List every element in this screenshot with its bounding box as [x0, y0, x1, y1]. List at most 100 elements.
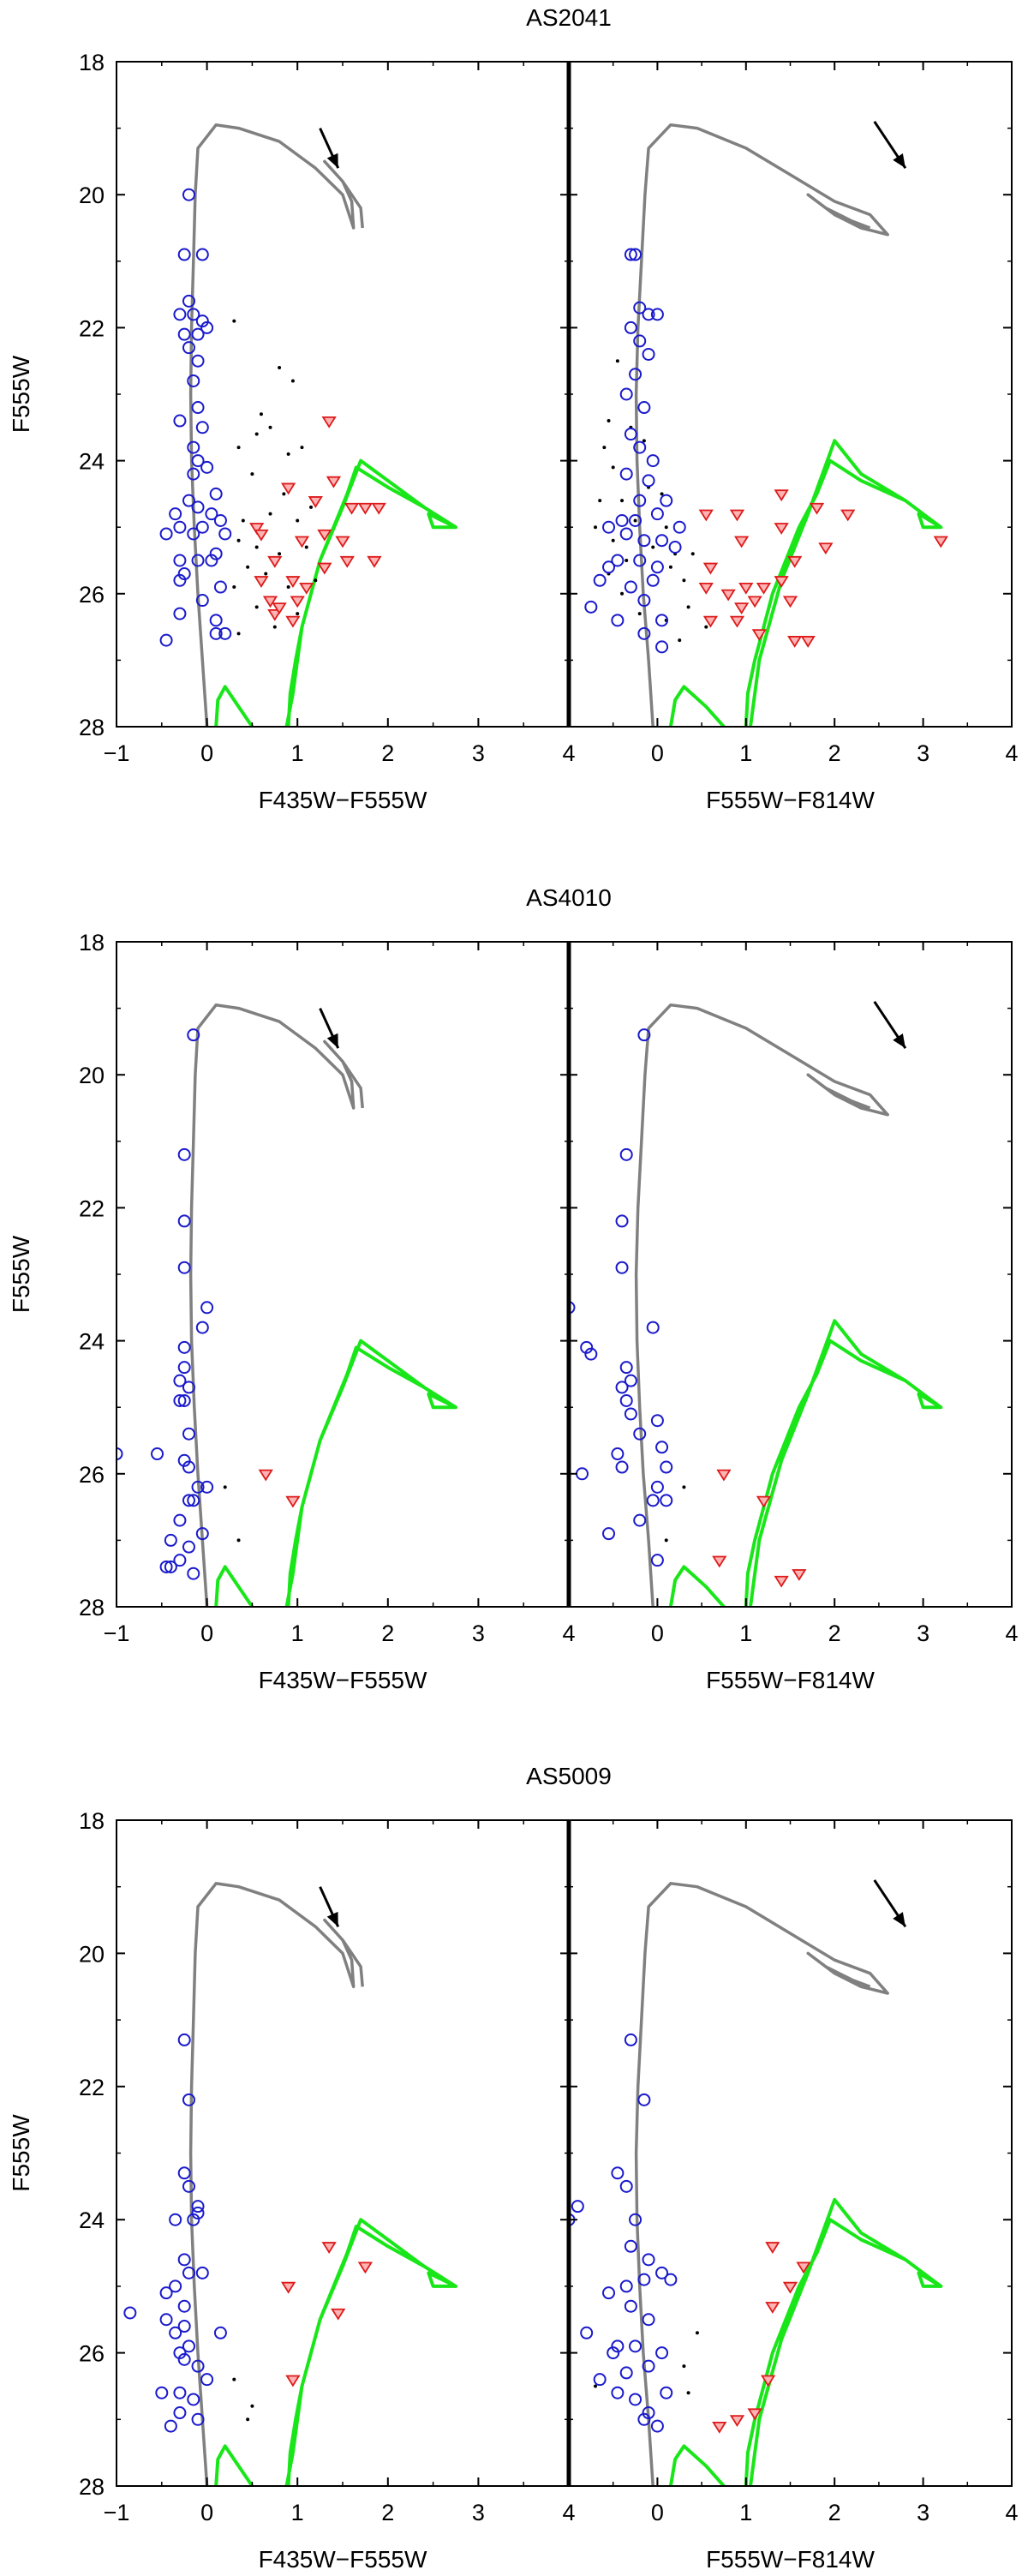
star-blue-circle — [117, 1447, 123, 1461]
star-blue-circle — [191, 554, 205, 567]
star-red-triangle — [756, 582, 772, 595]
star-blue-circle — [191, 2200, 205, 2214]
x-tick-label: 2 — [381, 2500, 394, 2525]
star-dot — [232, 319, 236, 323]
star-dot — [664, 1538, 668, 1543]
star-blue-circle — [191, 354, 205, 368]
star-blue-circle — [177, 2352, 191, 2366]
star-red-triangle — [787, 636, 803, 648]
star-blue-circle — [619, 1147, 633, 1161]
star-dot — [290, 379, 295, 383]
star-blue-circle — [169, 2213, 182, 2226]
figure-title: AS5009 — [526, 1763, 612, 1789]
plot-area — [159, 123, 457, 727]
plot-area — [117, 1003, 457, 1607]
star-blue-circle — [177, 1453, 191, 1467]
star-blue-circle — [629, 248, 642, 261]
star-blue-circle — [187, 440, 200, 454]
star-dot — [278, 365, 282, 369]
star-red-triangle — [294, 536, 310, 548]
star-blue-circle — [191, 1480, 205, 1494]
reddening-arrow-head — [326, 153, 338, 169]
y-tick-label: 18 — [79, 1808, 105, 1834]
star-blue-circle — [177, 567, 191, 581]
x-tick-label: 3 — [472, 1620, 485, 1646]
star-blue-circle — [177, 2320, 191, 2333]
star-red-triangle — [782, 2281, 798, 2294]
star-blue-circle — [191, 2359, 205, 2373]
star-dot — [598, 499, 602, 503]
star-blue-circle — [173, 2346, 187, 2360]
star-dot — [296, 612, 300, 616]
x-tick-label: 1 — [291, 2500, 304, 2525]
star-blue-circle — [642, 308, 655, 321]
star-dot — [637, 612, 642, 616]
star-dot — [286, 452, 290, 456]
star-blue-circle — [218, 626, 232, 640]
star-blue-circle — [593, 573, 607, 587]
panel-left: −1 0 1 2 3 4 F435W−F555W — [104, 941, 576, 1693]
star-blue-circle — [619, 1361, 633, 1375]
star-red-triangle — [357, 2261, 374, 2274]
isochrone-young-low-line — [214, 2444, 254, 2486]
star-dot — [278, 552, 282, 556]
star-blue-circle — [177, 248, 191, 261]
isochrone-young-low-line — [668, 1565, 726, 1607]
star-blue-circle — [159, 527, 173, 541]
star-dot — [594, 2384, 598, 2388]
star-dot — [695, 2331, 699, 2335]
star-dot — [246, 565, 250, 569]
star-blue-circle — [187, 527, 200, 541]
reddening-arrow-head — [893, 153, 905, 169]
star-red-triangle — [331, 2308, 346, 2321]
panel-right: 0 1 2 3 4 F555W−F814W — [568, 941, 1019, 1693]
star-red-triangle — [335, 536, 350, 548]
star-blue-circle — [650, 2419, 664, 2433]
star-red-triangle — [720, 589, 736, 602]
star-blue-circle — [646, 1494, 660, 1507]
x-tick-label: 3 — [472, 2500, 485, 2525]
y-tick-label: 22 — [79, 1195, 105, 1221]
x-tick-label: 3 — [917, 1620, 929, 1646]
star-red-triangle — [716, 1469, 732, 1482]
star-blue-circle — [177, 1147, 191, 1161]
star-red-triangle — [258, 1469, 273, 1482]
star-red-triangle — [734, 536, 750, 548]
isochrone-young-line — [744, 1319, 943, 1607]
star-red-triangle — [317, 529, 332, 542]
reddening-arrow-head — [893, 1912, 905, 1927]
star-red-triangle — [792, 1569, 807, 1581]
isochrone-young-line — [284, 2218, 457, 2486]
x-tick-label: −1 — [104, 1620, 130, 1646]
star-blue-circle — [123, 2306, 137, 2320]
isochrone-young-low-line — [668, 2444, 726, 2486]
star-red-triangle — [765, 2242, 780, 2254]
star-blue-circle — [195, 2266, 209, 2279]
star-red-triangle — [308, 496, 323, 508]
isochrone-young-low-line — [214, 1565, 254, 1607]
x-tick-label: 2 — [828, 2500, 841, 2525]
star-dot — [259, 412, 263, 416]
star-blue-circle — [177, 1393, 191, 1407]
star-blue-circle — [611, 2386, 625, 2399]
star-red-triangle — [738, 582, 754, 595]
star-blue-circle — [195, 594, 209, 608]
star-blue-circle — [602, 520, 616, 534]
x-tick-label: 2 — [828, 1620, 841, 1646]
star-dot — [282, 492, 286, 496]
star-blue-circle — [159, 633, 173, 647]
star-blue-circle — [637, 534, 651, 548]
star-blue-circle — [569, 1301, 576, 1315]
star-dot — [314, 578, 318, 583]
star-blue-circle — [624, 2033, 637, 2046]
star-blue-circle — [642, 474, 655, 488]
x-tick-label: 1 — [291, 1620, 304, 1646]
star-dot — [296, 518, 300, 523]
star-red-triangle — [249, 523, 265, 535]
y-tick-label: 24 — [79, 449, 105, 475]
plot-area — [584, 121, 948, 727]
panel-frame — [116, 61, 570, 728]
star-dot — [268, 512, 272, 516]
star-dot — [236, 538, 241, 542]
y-tick-label: 18 — [79, 50, 105, 75]
